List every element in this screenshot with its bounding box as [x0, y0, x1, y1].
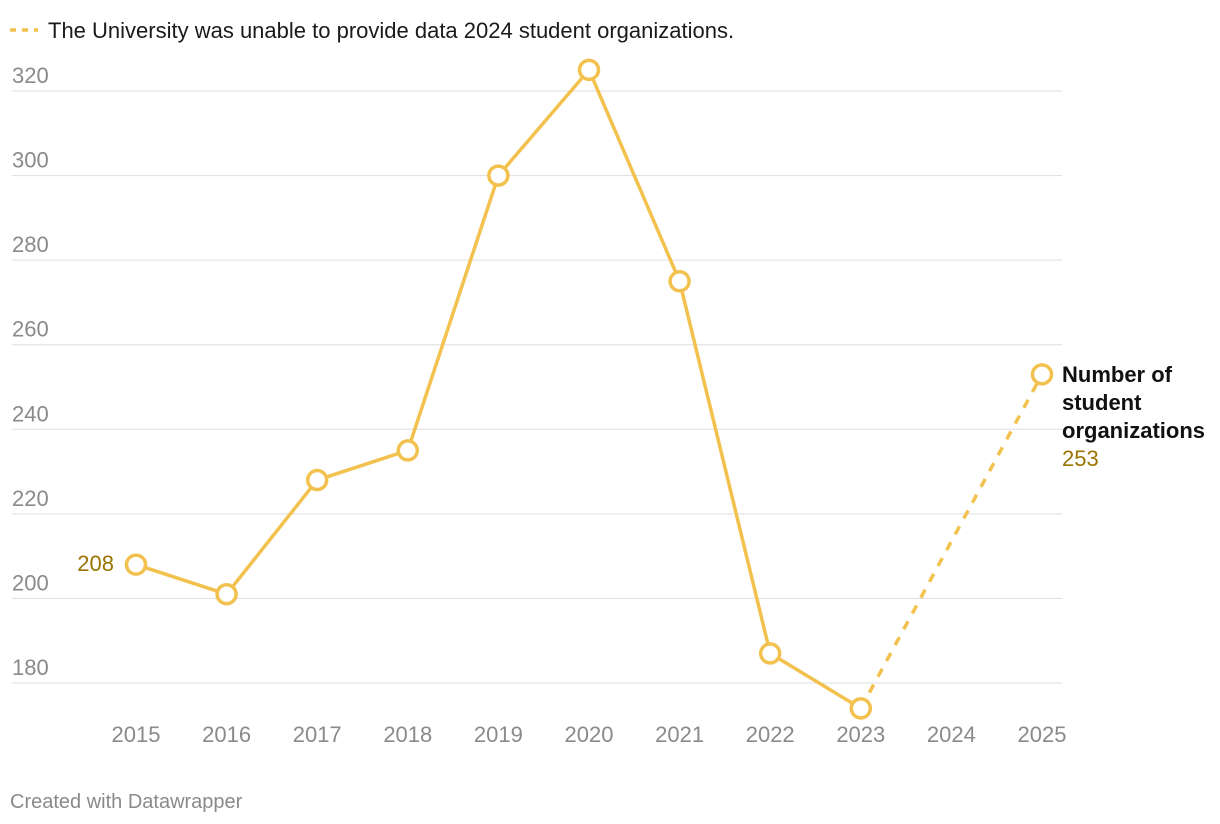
x-tick-label-2020: 2020 [565, 722, 614, 747]
y-tick-label-300: 300 [12, 148, 49, 173]
x-tick-label-2023: 2023 [836, 722, 885, 747]
legend-note: The University was unable to provide dat… [48, 18, 734, 43]
data-point-2021 [668, 270, 691, 293]
footer-credit: Created with Datawrapper [10, 791, 243, 813]
series-lines [134, 68, 1044, 711]
x-tick-label-2024: 2024 [927, 722, 976, 747]
x-tick-label-2022: 2022 [746, 722, 795, 747]
data-point-2025 [1030, 363, 1054, 386]
x-axis: 2015 2016 2017 2018 2019 2020 2021 2022 2023 2024… [112, 722, 1067, 747]
y-tick-label-260: 260 [12, 317, 49, 342]
data-point-2018 [396, 439, 420, 462]
x-tick-label-2017: 2017 [293, 722, 342, 747]
data-point-2017 [305, 468, 329, 492]
series-points [124, 58, 1054, 720]
start-value-label: 208 [77, 551, 114, 576]
y-tick-label-180: 180 [12, 655, 49, 680]
data-point-2020 [577, 58, 601, 82]
x-tick-label-2021: 2021 [655, 722, 704, 747]
series-name-line-2: student [1062, 390, 1142, 415]
x-tick-label-2015: 2015 [112, 722, 161, 747]
x-tick-label-2019: 2019 [474, 722, 523, 747]
series-name-line-3: organizations [1062, 418, 1205, 443]
series-labels: 208 Number of student organizations 253 [77, 362, 1205, 576]
data-point-2022 [758, 642, 782, 665]
y-tick-label-200: 200 [12, 570, 49, 595]
y-axis: 180 200 220 240 260 280 300 320 [12, 63, 49, 680]
legend: The University was unable to provide dat… [10, 18, 734, 43]
x-tick-label-2016: 2016 [202, 722, 251, 747]
data-point-2019 [487, 164, 510, 187]
y-tick-label-220: 220 [12, 486, 49, 511]
y-tick-label-320: 320 [12, 63, 49, 88]
data-point-2023 [849, 697, 873, 720]
x-tick-label-2018: 2018 [383, 722, 432, 747]
series-line-dashed-gap [859, 373, 1044, 710]
x-tick-label-2025: 2025 [1018, 722, 1067, 747]
y-tick-label-240: 240 [12, 401, 49, 426]
end-value-label: 253 [1062, 446, 1099, 471]
data-point-2016 [215, 582, 238, 606]
series-name-line-1: Number of [1062, 362, 1173, 387]
y-tick-label-280: 280 [12, 232, 49, 257]
data-point-2015 [124, 553, 148, 576]
y-grid [12, 90, 1062, 684]
